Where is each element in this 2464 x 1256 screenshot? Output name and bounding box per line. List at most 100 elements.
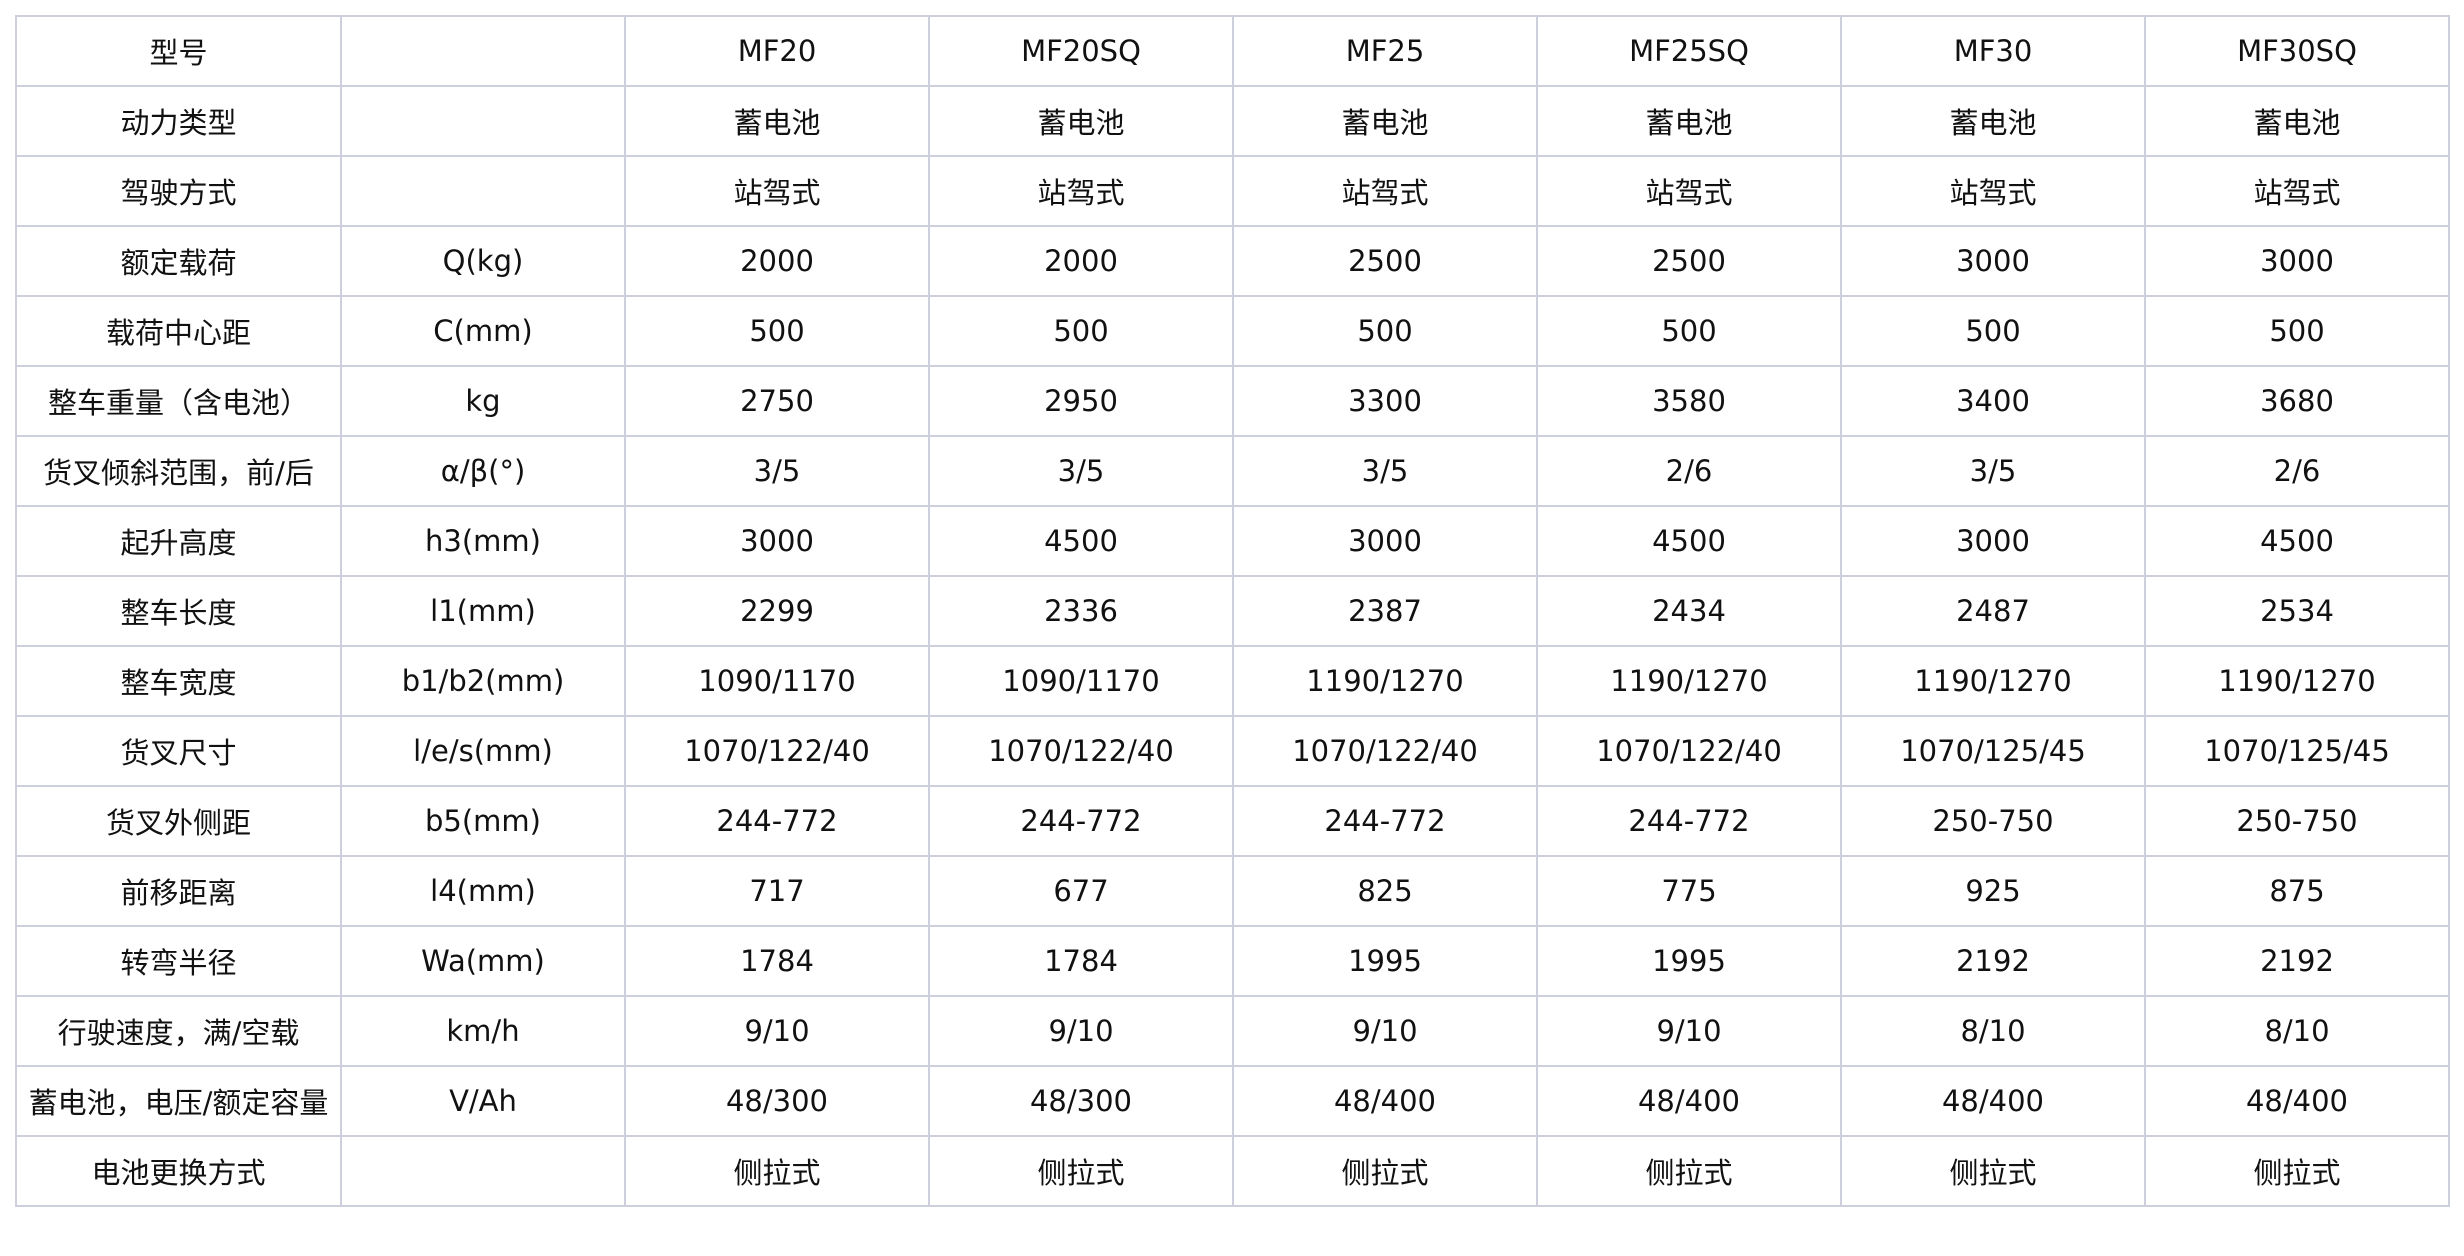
table-row: 蓄电池，电压/额定容量 V/Ah 48/300 48/300 48/400 48/400 4…	[15, 1065, 2450, 1137]
table-cell: 站驾式	[1536, 155, 1842, 227]
table-cell: 3000	[1840, 225, 2146, 297]
table-row: 行驶速度，满/空载 km/h 9/10 9/10 9/10 9/10 8/10 8/10	[15, 995, 2450, 1067]
table-cell: 3580	[1536, 365, 1842, 437]
table-cell: 4500	[928, 505, 1234, 577]
table-cell: 站驾式	[624, 155, 930, 227]
table-row: 驾驶方式 站驾式 站驾式 站驾式 站驾式 站驾式 站驾式	[15, 155, 2450, 227]
row-unit	[340, 1135, 626, 1207]
table-cell: 2500	[1232, 225, 1538, 297]
row-unit	[340, 85, 626, 157]
table-cell: 3680	[2144, 365, 2450, 437]
table-cell: 1190/1270	[1840, 645, 2146, 717]
table-cell: 3000	[1840, 505, 2146, 577]
table-cell: 2750	[624, 365, 930, 437]
table-cell: 500	[1232, 295, 1538, 367]
row-unit: Q(kg)	[340, 225, 626, 297]
table-cell: 2950	[928, 365, 1234, 437]
row-unit	[340, 155, 626, 227]
table-cell: 2387	[1232, 575, 1538, 647]
table-cell: 站驾式	[1232, 155, 1538, 227]
table-cell: 3000	[1232, 505, 1538, 577]
table-cell: 2/6	[2144, 435, 2450, 507]
table-cell: 3000	[624, 505, 930, 577]
table-cell: 2434	[1536, 575, 1842, 647]
row-label: 货叉外侧距	[15, 785, 342, 857]
row-label: 整车长度	[15, 575, 342, 647]
row-unit: l4(mm)	[340, 855, 626, 927]
table-cell: 1190/1270	[2144, 645, 2450, 717]
table-cell: 3000	[2144, 225, 2450, 297]
row-label: 驾驶方式	[15, 155, 342, 227]
table-cell: 500	[1536, 295, 1842, 367]
table-cell: 775	[1536, 855, 1842, 927]
row-unit: kg	[340, 365, 626, 437]
table-cell: 9/10	[928, 995, 1234, 1067]
table-cell: 侧拉式	[1840, 1135, 2146, 1207]
table-cell: 侧拉式	[2144, 1135, 2450, 1207]
table-cell: 3300	[1232, 365, 1538, 437]
row-unit: α/β(°)	[340, 435, 626, 507]
table-cell: 500	[2144, 295, 2450, 367]
table-cell: 站驾式	[2144, 155, 2450, 227]
table-cell: 侧拉式	[1232, 1135, 1538, 1207]
table-cell: 500	[624, 295, 930, 367]
table-cell: 3400	[1840, 365, 2146, 437]
table-cell: 1070/125/45	[2144, 715, 2450, 787]
row-label: 蓄电池，电压/额定容量	[15, 1065, 342, 1137]
table-cell: 244-772	[624, 785, 930, 857]
table-cell: 1190/1270	[1232, 645, 1538, 717]
row-label: 前移距离	[15, 855, 342, 927]
table-cell: 244-772	[1536, 785, 1842, 857]
table-row: 货叉倾斜范围，前/后 α/β(°) 3/5 3/5 3/5 2/6 3/5 2/6	[15, 435, 2450, 507]
row-unit: l1(mm)	[340, 575, 626, 647]
table-cell: 925	[1840, 855, 2146, 927]
table-row: 货叉外侧距 b5(mm) 244-772 244-772 244-772 244-772 2…	[15, 785, 2450, 857]
table-cell: 9/10	[624, 995, 930, 1067]
table-cell: 48/400	[1536, 1065, 1842, 1137]
table-cell: 717	[624, 855, 930, 927]
table-cell: 244-772	[1232, 785, 1538, 857]
table-cell: 侧拉式	[624, 1135, 930, 1207]
table-cell: MF25SQ	[1536, 15, 1842, 87]
table-cell: 1070/122/40	[1536, 715, 1842, 787]
table-cell: 1070/122/40	[624, 715, 930, 787]
table-cell: 825	[1232, 855, 1538, 927]
table-row: 起升高度 h3(mm) 3000 4500 3000 4500 3000 4500	[15, 505, 2450, 577]
table-cell: 244-772	[928, 785, 1234, 857]
table-cell: 2500	[1536, 225, 1842, 297]
row-label: 转弯半径	[15, 925, 342, 997]
table-row: 额定载荷 Q(kg) 2000 2000 2500 2500 3000 3000	[15, 225, 2450, 297]
table-cell: 蓄电池	[1232, 85, 1538, 157]
table-cell: 4500	[2144, 505, 2450, 577]
table-cell: MF25	[1232, 15, 1538, 87]
table-cell: 250-750	[1840, 785, 2146, 857]
table-cell: 1090/1170	[624, 645, 930, 717]
row-unit	[340, 15, 626, 87]
row-unit: b1/b2(mm)	[340, 645, 626, 717]
table-cell: 9/10	[1536, 995, 1842, 1067]
row-unit: h3(mm)	[340, 505, 626, 577]
table-cell: 1090/1170	[928, 645, 1234, 717]
table-row: 整车长度 l1(mm) 2299 2336 2387 2434 2487 2534	[15, 575, 2450, 647]
table-cell: 1190/1270	[1536, 645, 1842, 717]
table-cell: 2000	[624, 225, 930, 297]
table-cell: 蓄电池	[2144, 85, 2450, 157]
table-row: 动力类型 蓄电池 蓄电池 蓄电池 蓄电池 蓄电池 蓄电池	[15, 85, 2450, 157]
table-cell: 侧拉式	[928, 1135, 1234, 1207]
row-label: 动力类型	[15, 85, 342, 157]
table-row: 电池更换方式 侧拉式 侧拉式 侧拉式 侧拉式 侧拉式 侧拉式	[15, 1135, 2450, 1207]
table-cell: 48/400	[2144, 1065, 2450, 1137]
row-unit: V/Ah	[340, 1065, 626, 1137]
row-unit: l/e/s(mm)	[340, 715, 626, 787]
table-cell: 2487	[1840, 575, 2146, 647]
table-cell: 1070/122/40	[928, 715, 1234, 787]
table-cell: 3/5	[1232, 435, 1538, 507]
table-cell: 3/5	[624, 435, 930, 507]
table-cell: 48/300	[624, 1065, 930, 1137]
table-cell: 1995	[1232, 925, 1538, 997]
table-row: 转弯半径 Wa(mm) 1784 1784 1995 1995 2192 2192	[15, 925, 2450, 997]
table-cell: 2/6	[1536, 435, 1842, 507]
table-cell: 2192	[1840, 925, 2146, 997]
row-label: 整车宽度	[15, 645, 342, 717]
table-cell: 蓄电池	[1536, 85, 1842, 157]
